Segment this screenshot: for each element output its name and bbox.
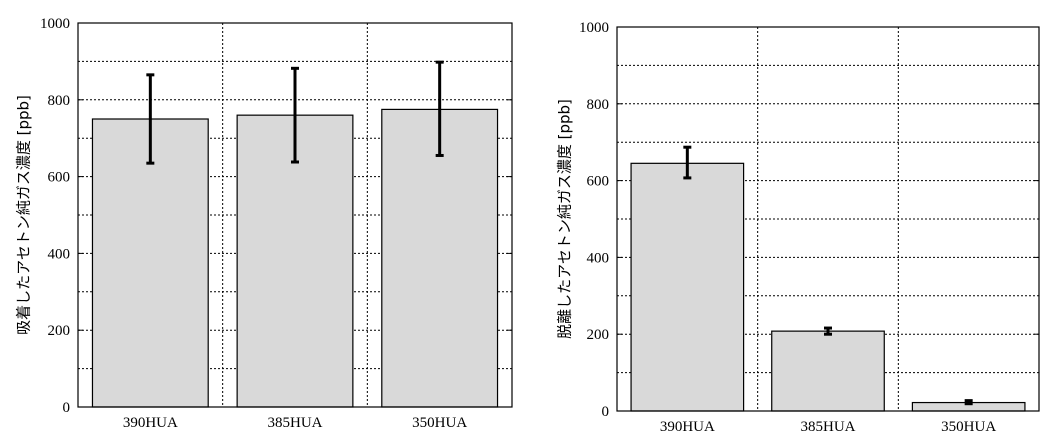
y-tick-label: 400 — [48, 246, 71, 262]
y-tick-label: 800 — [48, 93, 71, 109]
error-bar-390HUA — [683, 145, 692, 180]
x-tick-label: 350HUA — [941, 419, 996, 435]
y-tick-label: 200 — [587, 327, 610, 343]
x-tick-label: 390HUA — [660, 419, 715, 435]
y-tick-label: 600 — [587, 174, 610, 190]
bars — [630, 162, 1026, 412]
error-bar-350HUA — [964, 399, 973, 406]
desorbed-chart-svg: 0 200 400 600 800 1000 390HUA 385HUA 350HUA 脱離し… — [556, 20, 1040, 435]
axes — [77, 22, 513, 408]
y-tick-label: 400 — [587, 250, 610, 266]
y-tick-label: 0 — [602, 404, 610, 420]
y-tick-labels: 0 200 400 600 800 1000 — [579, 20, 609, 420]
desorbed-concentration-chart: 0 200 400 600 800 1000 390HUA 385HUA 350HUA 脱離し… — [522, 0, 1044, 436]
bar-385HUA — [771, 330, 885, 412]
error-bar-390HUA — [146, 73, 155, 165]
x-tick-label: 390HUA — [123, 415, 178, 431]
y-axis-label: 脱離したアセトン純ガス濃度 [ppb] — [556, 99, 574, 339]
error-bar-385HUA — [291, 66, 299, 164]
bars — [91, 108, 499, 408]
gridlines — [617, 27, 1039, 411]
adsorbed-concentration-chart: 0 200 400 600 800 1000 390HUA 385HUA 350HUA 吸着し… — [0, 0, 522, 436]
bar-390HUA — [630, 162, 745, 412]
error-bars — [683, 145, 973, 406]
bar-390HUA — [91, 118, 209, 408]
plot-frame — [616, 26, 1040, 412]
y-tick-labels: 0 200 400 600 800 1000 — [40, 16, 70, 416]
error-bar-350HUA — [435, 60, 444, 157]
y-tick-label: 200 — [48, 323, 71, 339]
x-tick-label: 350HUA — [412, 415, 467, 431]
y-tick-label: 1000 — [40, 16, 70, 32]
adsorbed-chart-svg: 0 200 400 600 800 1000 390HUA 385HUA 350HUA 吸着し… — [15, 16, 513, 431]
error-bar-385HUA — [824, 326, 832, 336]
y-tick-label: 600 — [48, 170, 71, 186]
x-tick-label: 385HUA — [268, 415, 323, 431]
y-axis-label: 吸着したアセトン純ガス濃度 [ppb] — [15, 95, 33, 335]
bar-350HUA — [381, 108, 499, 408]
bar-385HUA — [236, 114, 354, 408]
x-tick-labels: 390HUA 385HUA 350HUA — [123, 415, 467, 431]
y-tick-label: 1000 — [579, 20, 609, 36]
y-tick-label: 800 — [587, 97, 610, 113]
plot-frame — [77, 22, 513, 408]
x-tick-labels: 390HUA 385HUA 350HUA — [660, 419, 996, 435]
axes — [616, 26, 1040, 412]
x-tick-label: 385HUA — [801, 419, 856, 435]
y-tick-label: 0 — [63, 400, 71, 416]
error-bars — [146, 60, 444, 165]
